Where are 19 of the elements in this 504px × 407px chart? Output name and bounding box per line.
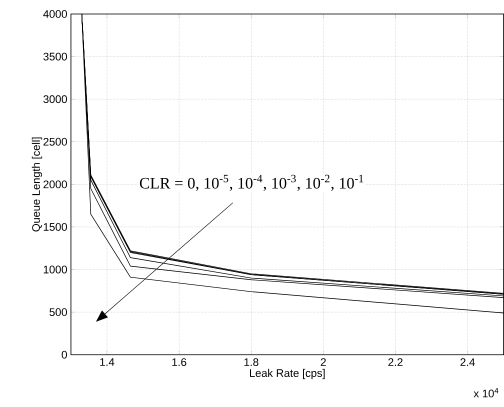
y-tick-label: 2000 <box>44 180 67 188</box>
y-tick-label: 3000 <box>43 95 67 104</box>
x-tick-label: 2.2 <box>388 358 403 366</box>
y-tick-label: 500 <box>50 308 67 316</box>
x-tick-label: 2 <box>320 358 326 366</box>
text: x 10$^{4}$ <box>474 388 498 398</box>
x-axis-title: Leak Rate [cps] <box>250 369 325 380</box>
y-axis-title: Queue Length [cell] <box>32 138 42 232</box>
x-tick-label: 1.8 <box>244 358 258 366</box>
x-tick-label: 2.4 <box>460 358 475 366</box>
y-tick-label: 4000 <box>43 10 67 18</box>
y-tick-label: 3500 <box>43 52 67 61</box>
text: CLR = 0, 10$^{-5}$, 10$^{-4}$, 10$^{-3}$, 10$^{-2}$, 10$^{-1}$ <box>140 174 364 192</box>
y-tick-label: 0 <box>62 350 67 359</box>
x-tick-label: 1.6 <box>172 358 186 366</box>
y-tick-label: 2500 <box>44 138 67 146</box>
y-tick-label: 1500 <box>44 223 67 231</box>
y-tick-label: 1000 <box>44 266 67 274</box>
x-tick-label: 1.4 <box>100 358 114 366</box>
